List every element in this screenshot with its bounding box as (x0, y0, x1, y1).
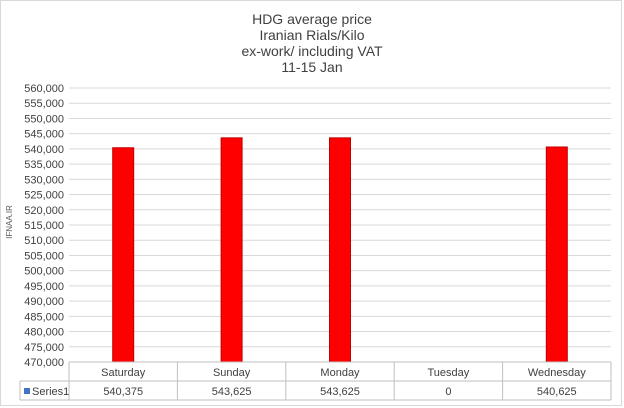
x-category-label: Saturday (101, 367, 146, 379)
y-tick-label: 555,000 (24, 98, 64, 110)
y-tick-label: 475,000 (24, 342, 64, 354)
bar (220, 137, 243, 363)
y-tick-label: 485,000 (24, 311, 64, 323)
y-tick-label: 540,000 (24, 144, 64, 156)
y-tick-label: 550,000 (24, 113, 64, 125)
y-tick-label: 525,000 (24, 190, 64, 202)
y-tick-label: 545,000 (24, 129, 64, 141)
legend-marker (24, 388, 30, 394)
chart-title-line-1: HDG average price (252, 11, 372, 27)
x-category-label: Monday (320, 367, 360, 379)
x-category-label: Wednesday (528, 367, 586, 379)
y-tick-label: 495,000 (24, 281, 64, 293)
y-tick-label: 520,000 (24, 205, 64, 217)
y-tick-label: 535,000 (24, 159, 64, 171)
y-tick-label: 470,000 (24, 357, 64, 369)
data-table-value: 543,625 (212, 386, 252, 398)
chart-title-line-2: Iranian Rials/Kilo (259, 27, 365, 43)
y-tick-label: 560,000 (24, 83, 64, 95)
bar (112, 147, 135, 363)
y-tick-label: 515,000 (24, 220, 64, 232)
y-axis-label: IFNAA.IR (5, 205, 14, 239)
x-category-label: Sunday (213, 367, 251, 379)
y-tick-label: 480,000 (24, 327, 64, 339)
x-category-label: Tuesday (428, 367, 470, 379)
data-table-value: 543,625 (320, 386, 360, 398)
data-table-value: 540,375 (103, 386, 143, 398)
y-tick-label: 490,000 (24, 296, 64, 308)
data-table-value: 0 (445, 386, 451, 398)
data-table-value: 540,625 (537, 386, 577, 398)
y-tick-label: 500,000 (24, 266, 64, 278)
bar (329, 137, 351, 363)
y-tick-label: 530,000 (24, 174, 64, 186)
y-tick-label: 505,000 (24, 250, 64, 262)
legend-series-name: Series1 (32, 386, 69, 398)
chart-title-line-3: ex-work/ including VAT (241, 43, 383, 59)
chart-title-line-4: 11-15 Jan (281, 59, 343, 75)
bar (545, 146, 568, 363)
y-tick-label: 510,000 (24, 235, 64, 247)
